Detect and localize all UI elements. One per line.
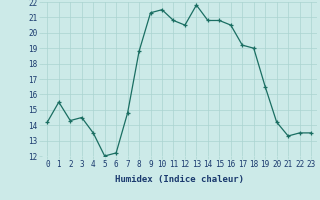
X-axis label: Humidex (Indice chaleur): Humidex (Indice chaleur)	[115, 175, 244, 184]
